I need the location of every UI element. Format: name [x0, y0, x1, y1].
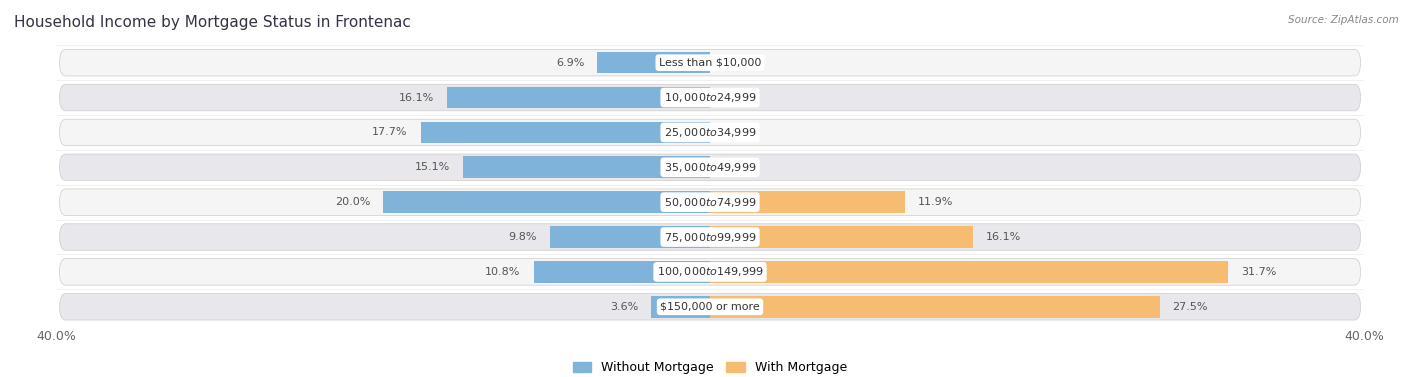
- Bar: [463, 156, 710, 178]
- Text: $25,000 to $34,999: $25,000 to $34,999: [664, 126, 756, 139]
- Text: 0.0%: 0.0%: [723, 58, 751, 68]
- Legend: Without Mortgage, With Mortgage: Without Mortgage, With Mortgage: [568, 356, 852, 377]
- Text: 6.9%: 6.9%: [555, 58, 583, 68]
- Text: 9.8%: 9.8%: [509, 232, 537, 242]
- FancyBboxPatch shape: [59, 224, 1361, 250]
- Text: $150,000 or more: $150,000 or more: [661, 302, 759, 312]
- Text: 15.1%: 15.1%: [415, 162, 450, 172]
- Text: 10.8%: 10.8%: [485, 267, 520, 277]
- Text: 0.0%: 0.0%: [723, 92, 751, 103]
- Bar: [710, 296, 1160, 317]
- Bar: [710, 261, 1229, 283]
- Bar: [710, 192, 904, 213]
- Text: Source: ZipAtlas.com: Source: ZipAtlas.com: [1288, 15, 1399, 25]
- FancyBboxPatch shape: [59, 259, 1361, 285]
- FancyBboxPatch shape: [59, 294, 1361, 320]
- Text: 0.0%: 0.0%: [723, 127, 751, 138]
- FancyBboxPatch shape: [59, 84, 1361, 111]
- Text: $35,000 to $49,999: $35,000 to $49,999: [664, 161, 756, 174]
- Text: 17.7%: 17.7%: [373, 127, 408, 138]
- FancyBboxPatch shape: [59, 119, 1361, 146]
- Bar: [447, 87, 710, 108]
- Bar: [598, 52, 710, 74]
- Bar: [710, 226, 973, 248]
- Text: $50,000 to $74,999: $50,000 to $74,999: [664, 196, 756, 208]
- Text: 0.0%: 0.0%: [723, 162, 751, 172]
- Bar: [533, 261, 710, 283]
- Text: $10,000 to $24,999: $10,000 to $24,999: [664, 91, 756, 104]
- FancyBboxPatch shape: [59, 154, 1361, 181]
- Bar: [420, 122, 710, 143]
- Text: 11.9%: 11.9%: [918, 197, 953, 207]
- Text: Less than $10,000: Less than $10,000: [659, 58, 761, 68]
- FancyBboxPatch shape: [59, 49, 1361, 76]
- Text: 3.6%: 3.6%: [610, 302, 638, 312]
- FancyBboxPatch shape: [59, 189, 1361, 215]
- Text: 31.7%: 31.7%: [1241, 267, 1277, 277]
- Text: 16.1%: 16.1%: [398, 92, 434, 103]
- Text: $100,000 to $149,999: $100,000 to $149,999: [657, 265, 763, 278]
- Bar: [550, 226, 710, 248]
- Text: 16.1%: 16.1%: [986, 232, 1022, 242]
- Text: $75,000 to $99,999: $75,000 to $99,999: [664, 231, 756, 244]
- Bar: [651, 296, 710, 317]
- Text: Household Income by Mortgage Status in Frontenac: Household Income by Mortgage Status in F…: [14, 15, 411, 30]
- Text: 20.0%: 20.0%: [335, 197, 370, 207]
- Bar: [382, 192, 710, 213]
- Text: 27.5%: 27.5%: [1173, 302, 1208, 312]
